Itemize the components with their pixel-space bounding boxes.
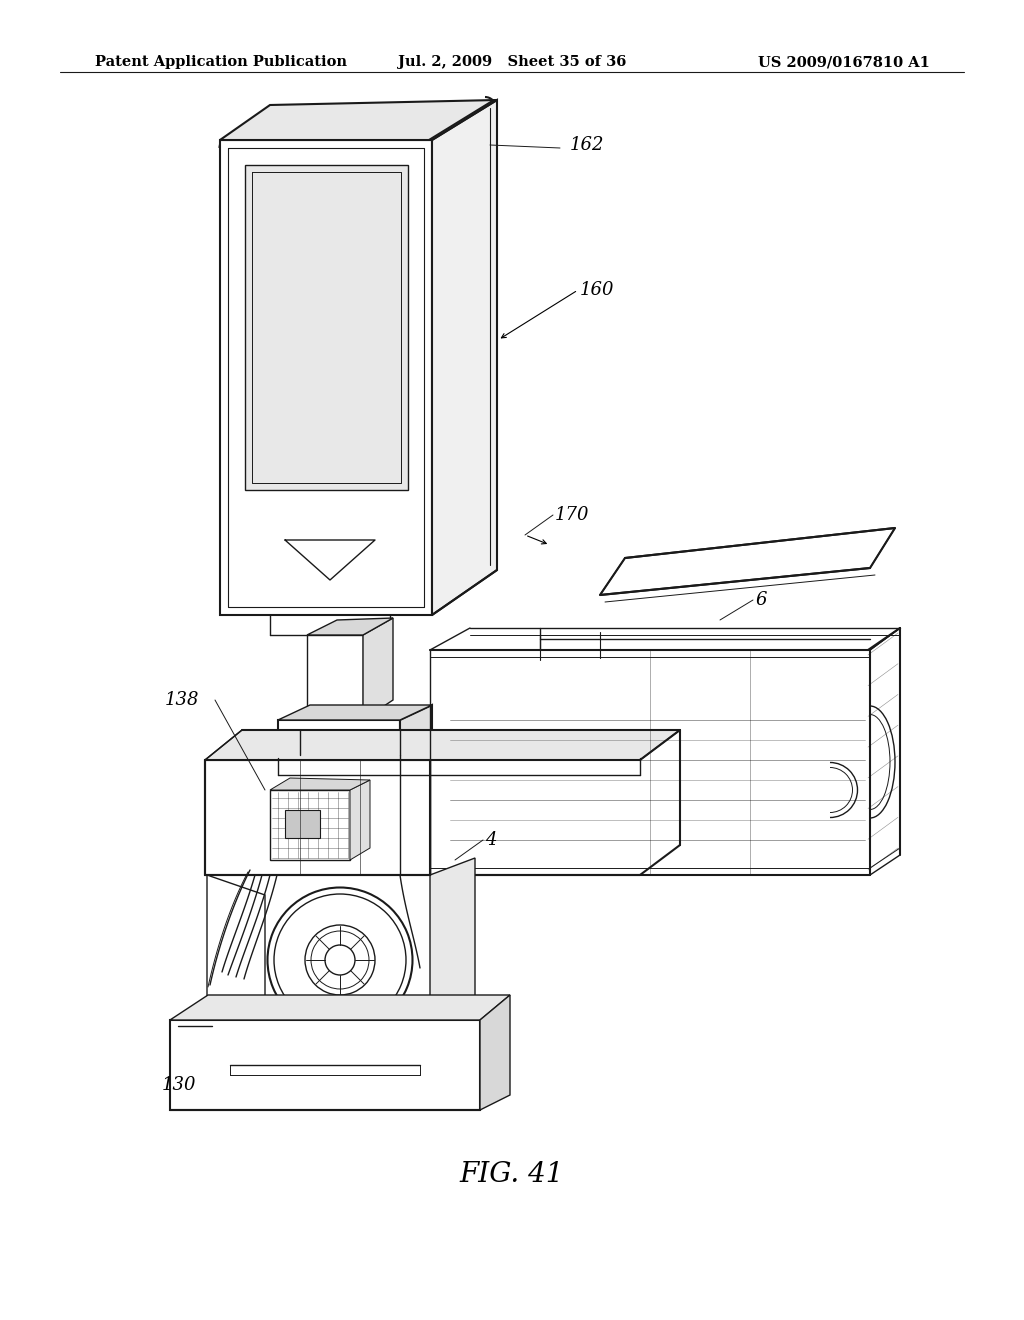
Text: 162: 162 [570,136,604,154]
Polygon shape [432,100,497,615]
Text: 170: 170 [555,506,590,524]
Polygon shape [170,1020,480,1110]
Polygon shape [170,995,510,1020]
Polygon shape [285,810,319,838]
Polygon shape [430,858,475,1020]
Text: Patent Application Publication: Patent Application Publication [95,55,347,69]
Text: 6: 6 [755,591,767,609]
Polygon shape [205,730,680,760]
Text: 130: 130 [162,1076,197,1094]
Polygon shape [350,780,370,861]
Text: 138: 138 [165,690,200,709]
Text: Jul. 2, 2009   Sheet 35 of 36: Jul. 2, 2009 Sheet 35 of 36 [397,55,627,69]
Polygon shape [220,100,497,140]
Polygon shape [307,618,393,635]
Text: FIG. 41: FIG. 41 [460,1162,564,1188]
Polygon shape [307,635,362,719]
Polygon shape [400,705,432,755]
Text: US 2009/0167810 A1: US 2009/0167810 A1 [758,55,930,69]
Polygon shape [480,995,510,1110]
Polygon shape [207,875,265,1040]
Polygon shape [205,760,430,875]
Polygon shape [270,789,350,861]
Text: 160: 160 [580,281,614,300]
Text: 4: 4 [485,832,497,849]
Polygon shape [278,705,432,719]
Polygon shape [600,528,895,595]
Polygon shape [220,140,432,615]
Polygon shape [278,719,400,755]
Polygon shape [362,618,393,719]
Polygon shape [245,165,408,490]
Polygon shape [270,777,370,789]
